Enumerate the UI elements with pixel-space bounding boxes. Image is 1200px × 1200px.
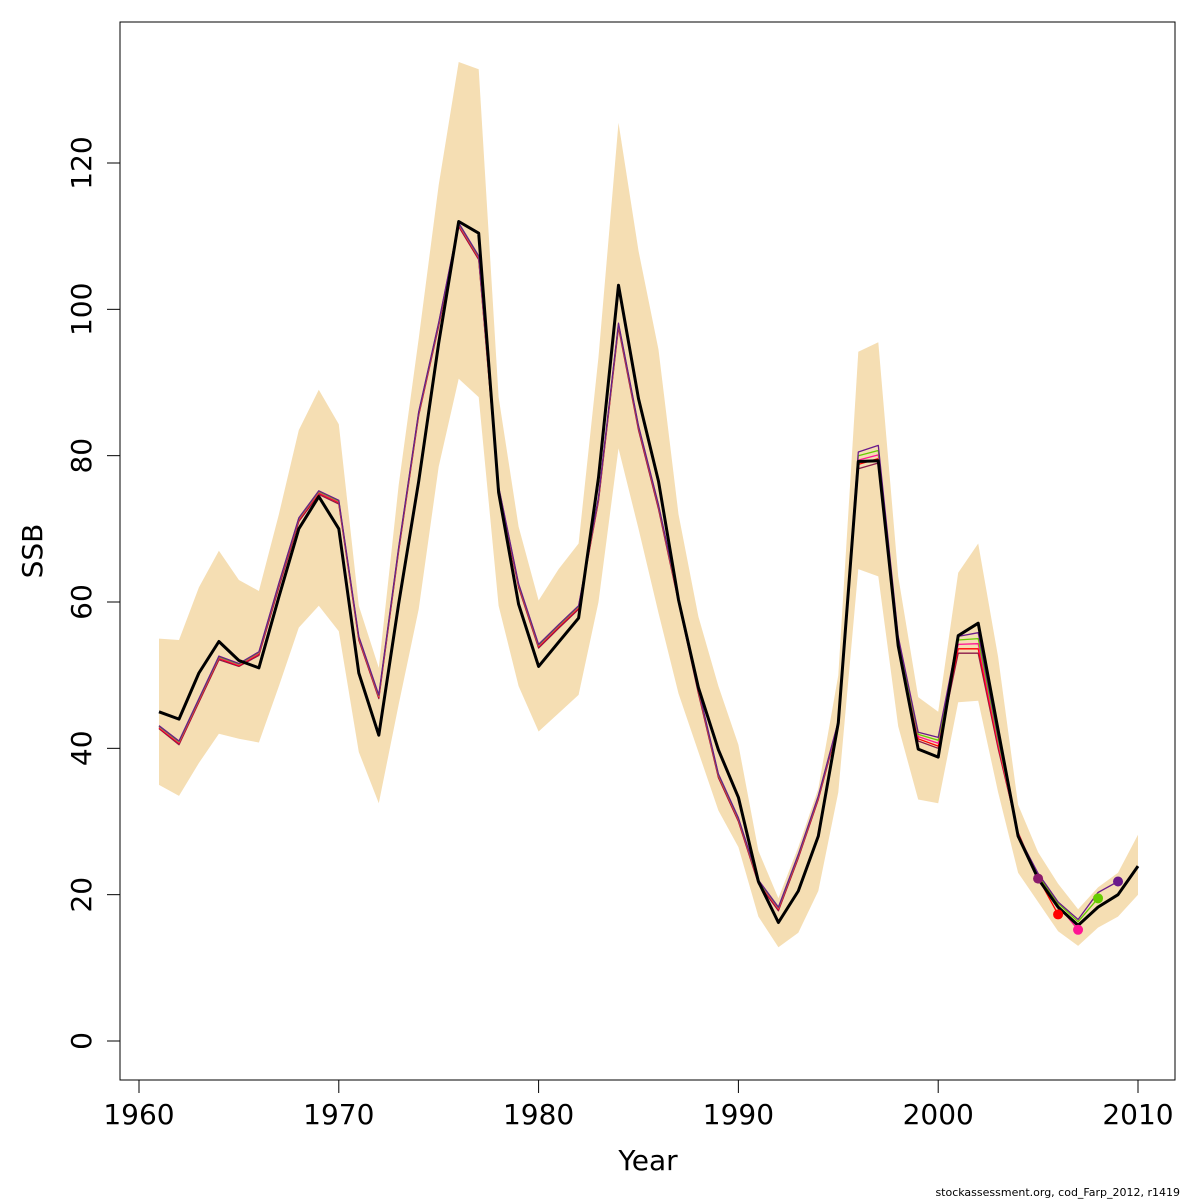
- confidence-band: [159, 62, 1138, 948]
- retro-endpoint-2007: [1073, 924, 1084, 935]
- y-tick-label-20: 20: [65, 877, 98, 913]
- x-axis-title: Year: [617, 1144, 678, 1177]
- y-tick-label-40: 40: [65, 730, 98, 766]
- ssb-main-line: [158, 220, 1140, 927]
- confidence-band-layer: [159, 62, 1138, 948]
- x-tick-label-2010: 2010: [1102, 1098, 1173, 1131]
- retro-endpoint-2006: [1053, 909, 1064, 920]
- x-axis: 1960 1970 1980 1990 2000 2010: [103, 1079, 1174, 1131]
- x-tick-label-1990: 1990: [703, 1098, 774, 1131]
- x-tick-label-1960: 1960: [103, 1098, 174, 1131]
- x-tick-label-1980: 1980: [503, 1098, 574, 1131]
- y-tick-label-100: 100: [65, 283, 98, 336]
- series-lines-layer: [158, 220, 1140, 931]
- y-axis: 0 20 40 60 80 100 120: [65, 136, 121, 1050]
- retro-endpoint-2008: [1093, 893, 1104, 904]
- retro-endpoint-2009: [1113, 876, 1124, 887]
- retro-endpoints-layer: [1033, 873, 1124, 935]
- retro-endpoint-2005: [1033, 873, 1044, 884]
- y-tick-label-0: 0: [65, 1032, 98, 1050]
- y-tick-label-120: 120: [65, 136, 98, 189]
- x-tick-label-1970: 1970: [303, 1098, 374, 1131]
- y-tick-label-80: 80: [65, 438, 98, 474]
- x-tick-label-2000: 2000: [903, 1098, 974, 1131]
- y-tick-label-60: 60: [65, 584, 98, 620]
- y-axis-title: SSB: [16, 524, 49, 579]
- footer-note: stockassessment.org, cod_Farp_2012, r141…: [935, 1186, 1180, 1199]
